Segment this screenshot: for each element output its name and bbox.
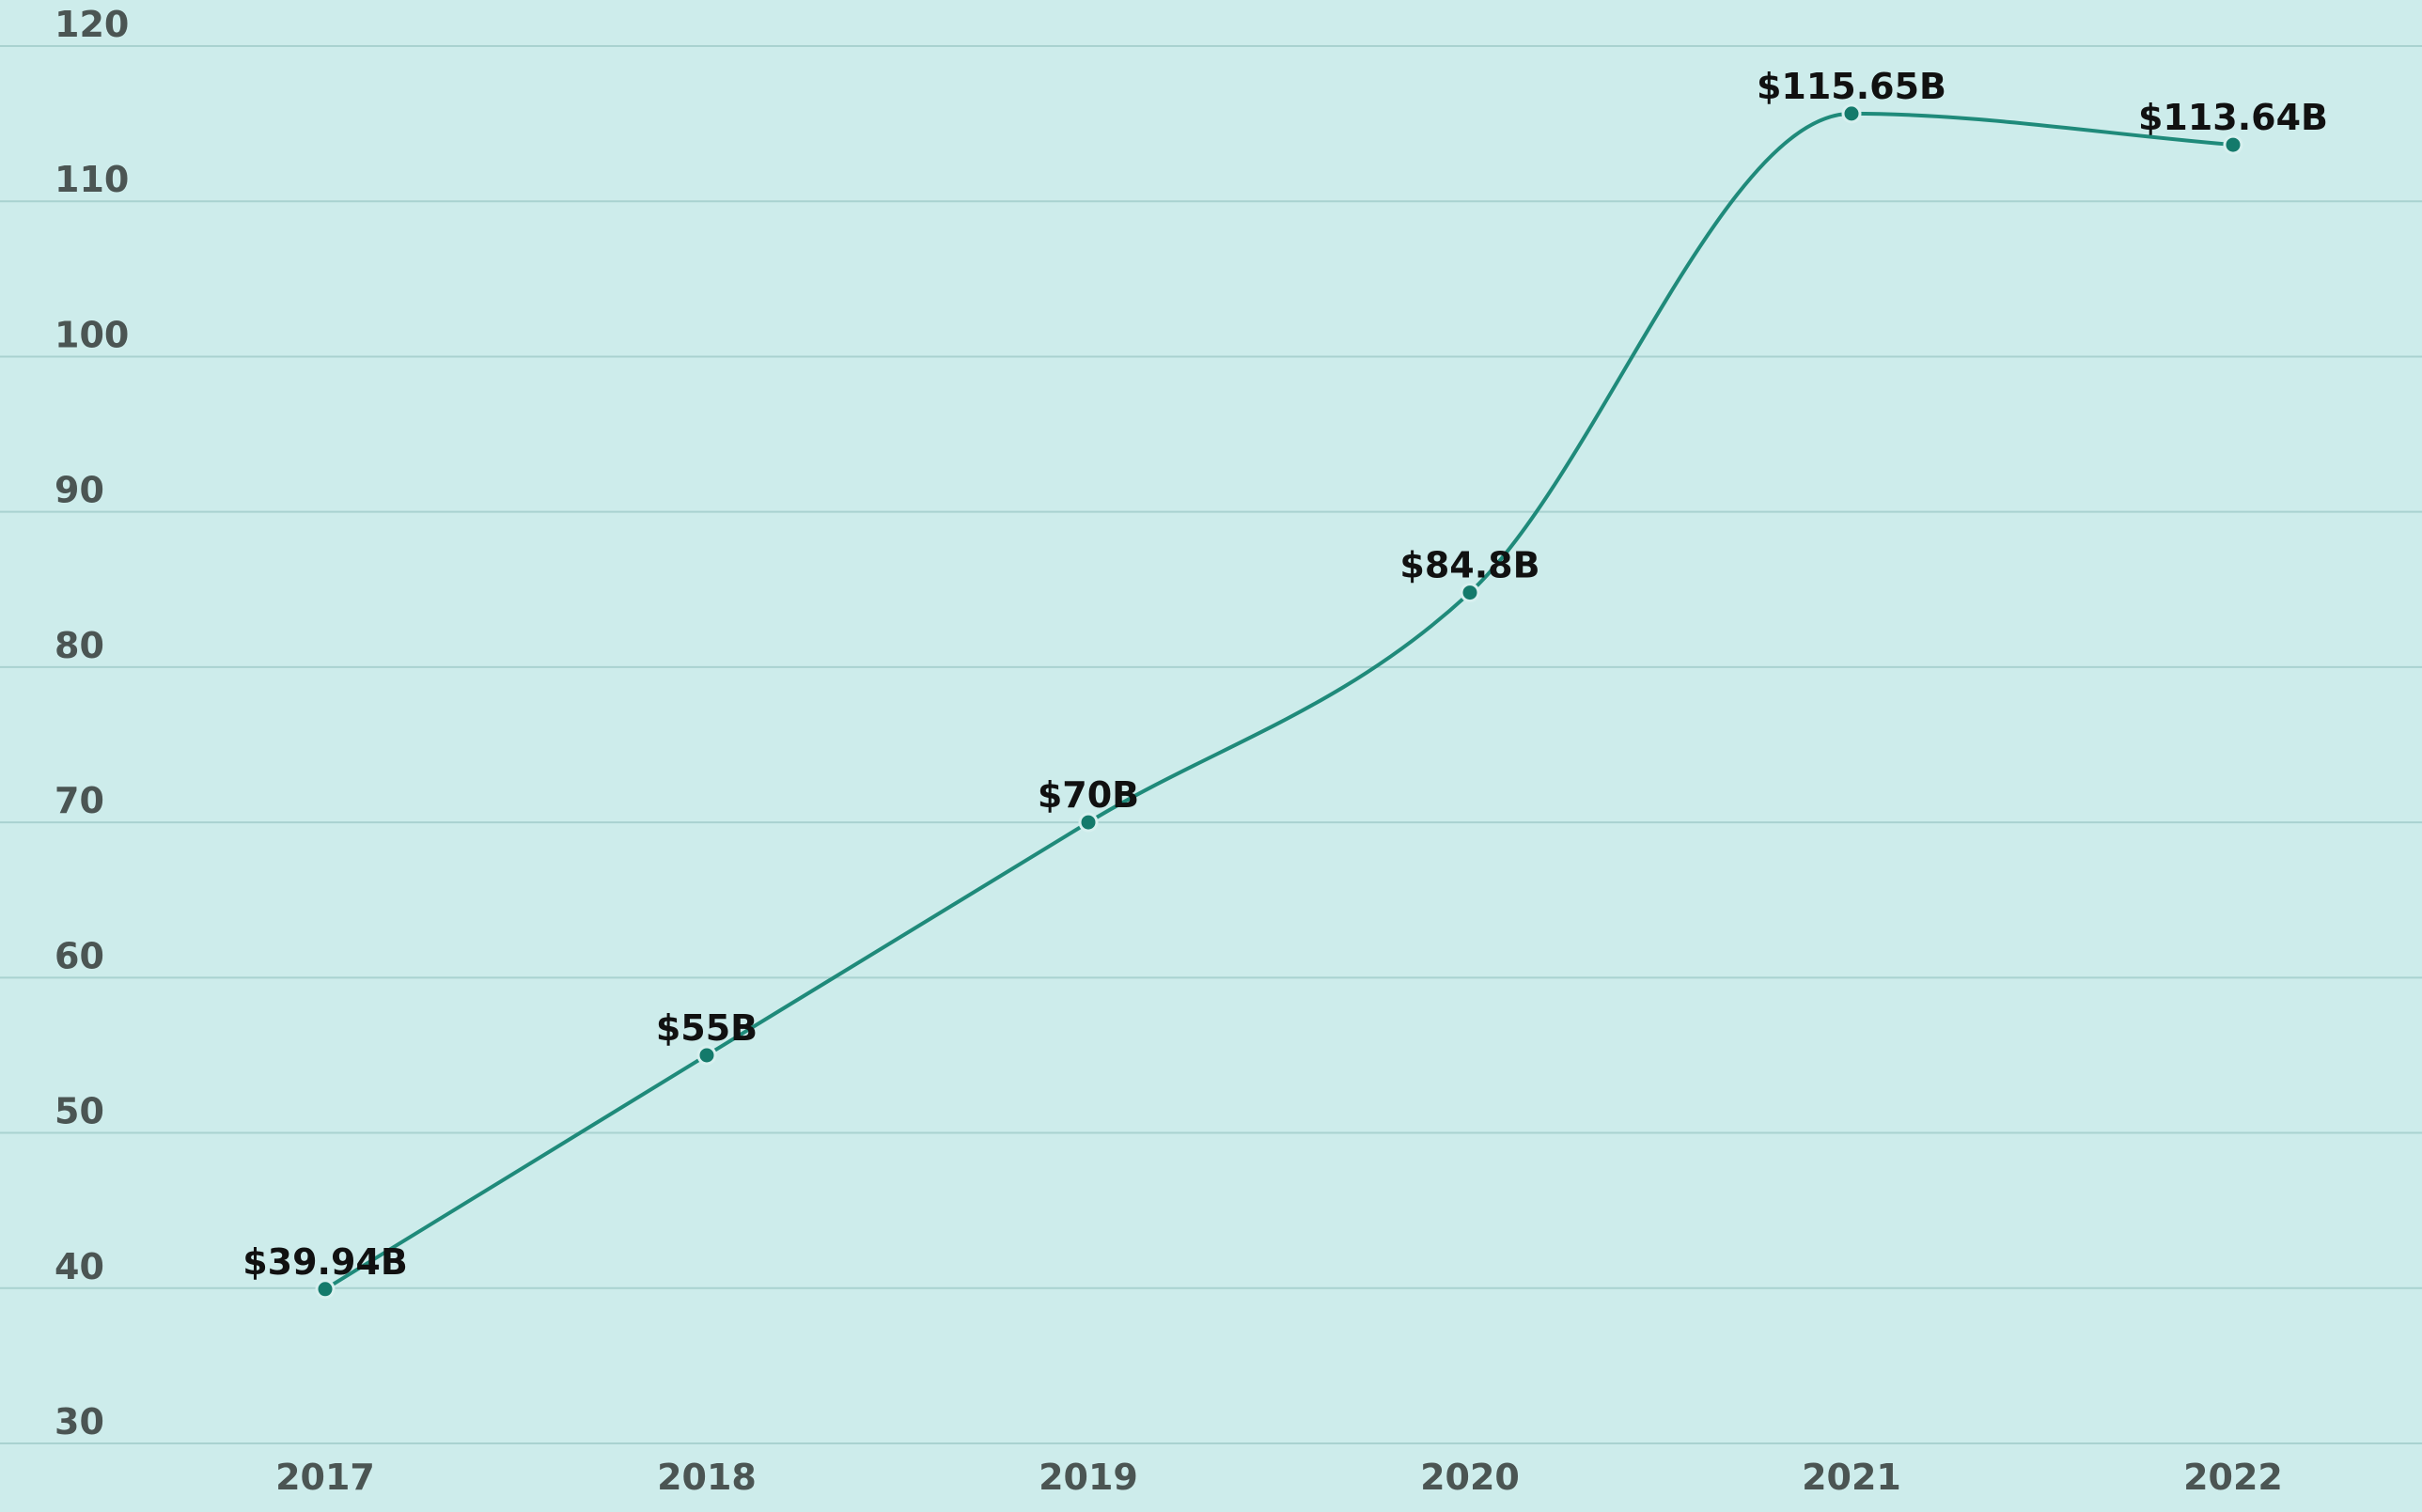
y-tick-label-110: 110	[55, 159, 129, 200]
x-tick-label-2021: 2021	[1802, 1457, 1901, 1498]
y-axis: 30 40 50 60 70 80 90 100 110 120	[55, 4, 129, 1442]
y-tick-label-80: 80	[55, 625, 104, 666]
data-label-2021: $115.65B	[1757, 66, 1946, 107]
data-label-2022: $113.64B	[2138, 97, 2328, 138]
y-tick-label-120: 120	[55, 4, 129, 45]
series-line-0	[323, 111, 2234, 1291]
data-label-2018: $55B	[656, 1007, 758, 1049]
data-label-2017: $39.94B	[242, 1241, 408, 1283]
data-point-2019	[1078, 812, 1099, 833]
y-tick-label-100: 100	[55, 314, 129, 355]
gridlines	[0, 45, 2422, 1444]
y-tick-label-70: 70	[55, 780, 104, 821]
data-point-2020	[1460, 583, 1480, 603]
y-tick-label-60: 60	[55, 935, 104, 976]
x-axis: 2017 2018 2019 2020 2021 2022	[275, 1457, 2283, 1498]
data-point-2021	[1841, 103, 1862, 124]
data-point-2022	[2223, 134, 2243, 155]
data-point-2018	[696, 1045, 717, 1066]
series-layer	[315, 103, 2243, 1300]
data-point-2017	[315, 1279, 336, 1300]
x-tick-label-2017: 2017	[275, 1457, 375, 1498]
x-tick-label-2019: 2019	[1039, 1457, 1138, 1498]
data-label-2019: $70B	[1038, 774, 1139, 816]
x-tick-label-2020: 2020	[1420, 1457, 1520, 1498]
x-tick-label-2022: 2022	[2183, 1457, 2283, 1498]
y-tick-label-40: 40	[55, 1246, 104, 1287]
y-tick-label-90: 90	[55, 470, 104, 511]
y-tick-label-30: 30	[55, 1401, 104, 1442]
x-tick-label-2018: 2018	[657, 1457, 757, 1498]
data-labels: $39.94B $55B $70B $84.8B $115.65B $113.64B	[242, 66, 2328, 1283]
data-label-2020: $84.8B	[1399, 545, 1539, 586]
y-tick-label-50: 50	[55, 1091, 104, 1132]
